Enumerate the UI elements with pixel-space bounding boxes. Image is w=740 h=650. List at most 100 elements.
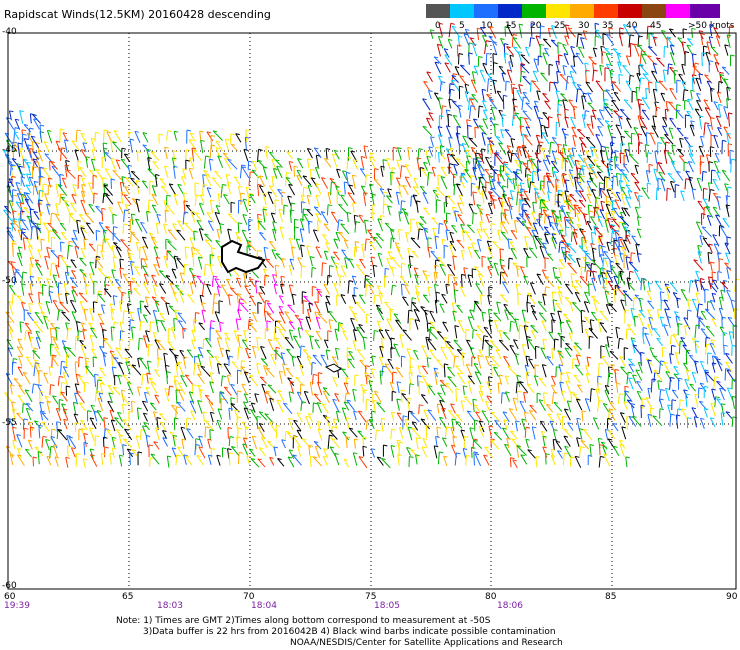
wind-barb-flag xyxy=(90,448,95,451)
wind-barb xyxy=(672,333,680,347)
wind-barb-flag xyxy=(258,148,263,151)
wind-barb xyxy=(421,365,429,375)
wind-barb-flag xyxy=(447,264,452,266)
wind-barb xyxy=(360,185,367,196)
wind-barb xyxy=(504,26,506,37)
wind-barb-flag xyxy=(565,283,570,286)
wind-barb xyxy=(398,229,401,241)
wind-barb-flag xyxy=(481,311,487,314)
wind-barb xyxy=(551,319,553,333)
wind-barb xyxy=(375,233,384,242)
wind-barb xyxy=(67,445,69,457)
wind-barb-flag xyxy=(342,431,347,434)
wind-barb-flag xyxy=(333,418,338,421)
wind-barb-flag xyxy=(185,204,191,207)
wind-barb xyxy=(425,337,429,350)
wind-barb xyxy=(274,199,276,214)
wind-barb xyxy=(519,381,529,393)
wind-barb-flag xyxy=(547,175,552,178)
wind-barb xyxy=(216,229,221,240)
wind-barb-flag xyxy=(317,290,323,293)
wind-barb xyxy=(455,158,466,169)
wind-barb-flag xyxy=(243,401,248,404)
wind-barb xyxy=(510,248,518,260)
wind-barb xyxy=(404,164,412,178)
wind-barb xyxy=(124,204,130,214)
wind-barb xyxy=(45,439,50,451)
wind-barb-flag xyxy=(371,410,376,413)
wind-barb xyxy=(450,403,456,414)
wind-barb xyxy=(619,412,626,423)
wind-barb xyxy=(115,159,121,170)
wind-barb-flag xyxy=(225,349,231,352)
wind-barb xyxy=(74,336,77,351)
wind-barb xyxy=(217,408,223,420)
wind-barb-flag xyxy=(576,398,581,401)
wind-barb-flag xyxy=(324,339,329,342)
wind-barb-flag xyxy=(660,291,665,294)
wind-barb xyxy=(285,367,294,377)
wind-barb xyxy=(175,389,178,404)
wind-barb-flag xyxy=(166,371,171,374)
wind-barb xyxy=(338,323,346,333)
wind-barb xyxy=(83,442,86,456)
wind-barb xyxy=(525,168,527,178)
wind-barb-flag xyxy=(90,334,95,337)
wind-barb-flag xyxy=(184,455,190,458)
wind-barb-flag xyxy=(29,275,35,278)
wind-barb xyxy=(78,402,86,412)
wind-barb xyxy=(125,361,131,375)
wind-barb-flag xyxy=(280,283,285,286)
wind-barb xyxy=(204,239,214,249)
wind-barb xyxy=(104,168,113,181)
wind-barb-flag xyxy=(186,417,192,420)
wind-barb xyxy=(7,347,13,357)
wind-barb-flag xyxy=(513,339,518,342)
wind-barb-flag xyxy=(136,151,142,154)
wind-barb-flag xyxy=(411,250,417,253)
wind-barb xyxy=(712,355,715,366)
wind-barb-flag xyxy=(347,156,352,159)
wind-barb xyxy=(197,354,202,367)
wind-barb xyxy=(220,184,223,198)
wind-barb-flag xyxy=(390,347,395,349)
wind-barb xyxy=(453,184,456,196)
wind-barb-flag xyxy=(64,139,69,142)
wind-barb-flag xyxy=(48,230,53,233)
wind-barb xyxy=(504,309,509,321)
wind-barb xyxy=(204,426,207,438)
wind-barb xyxy=(652,415,663,427)
wind-barb xyxy=(175,454,178,466)
wind-barb-flag xyxy=(338,203,343,206)
wind-barb-flag xyxy=(248,218,253,221)
wind-barb xyxy=(387,251,393,261)
wind-barb xyxy=(592,148,599,160)
wind-barb xyxy=(422,438,428,449)
wind-barb-flag xyxy=(456,452,461,455)
wind-barb-flag xyxy=(243,329,248,332)
wind-barb-flag xyxy=(60,196,66,199)
wind-barb-flag xyxy=(475,283,480,285)
wind-barb-flag xyxy=(598,399,604,402)
wind-barb xyxy=(280,191,283,206)
wind-barb-flag xyxy=(649,347,655,350)
wind-barb-flag xyxy=(88,322,93,325)
wind-barb-flag xyxy=(123,223,128,226)
wind-barb-flag xyxy=(383,203,388,206)
wind-barb xyxy=(614,255,619,269)
wind-barb xyxy=(122,404,125,414)
wind-barb-flag xyxy=(107,384,113,387)
wind-barb-flag xyxy=(166,194,171,197)
wind-barb-flag xyxy=(249,318,254,321)
wind-barb xyxy=(296,429,303,440)
wind-barb xyxy=(473,404,481,413)
wind-barb xyxy=(140,258,143,270)
wind-barb-flag xyxy=(386,157,391,160)
wind-barb-flag xyxy=(313,229,318,232)
wind-barb-flag xyxy=(554,338,559,341)
wind-barb-flag xyxy=(603,403,608,406)
wind-barb-flag xyxy=(42,183,48,186)
wind-barb xyxy=(583,158,589,170)
wind-barb xyxy=(275,253,283,262)
wind-barb-flag xyxy=(192,252,198,255)
